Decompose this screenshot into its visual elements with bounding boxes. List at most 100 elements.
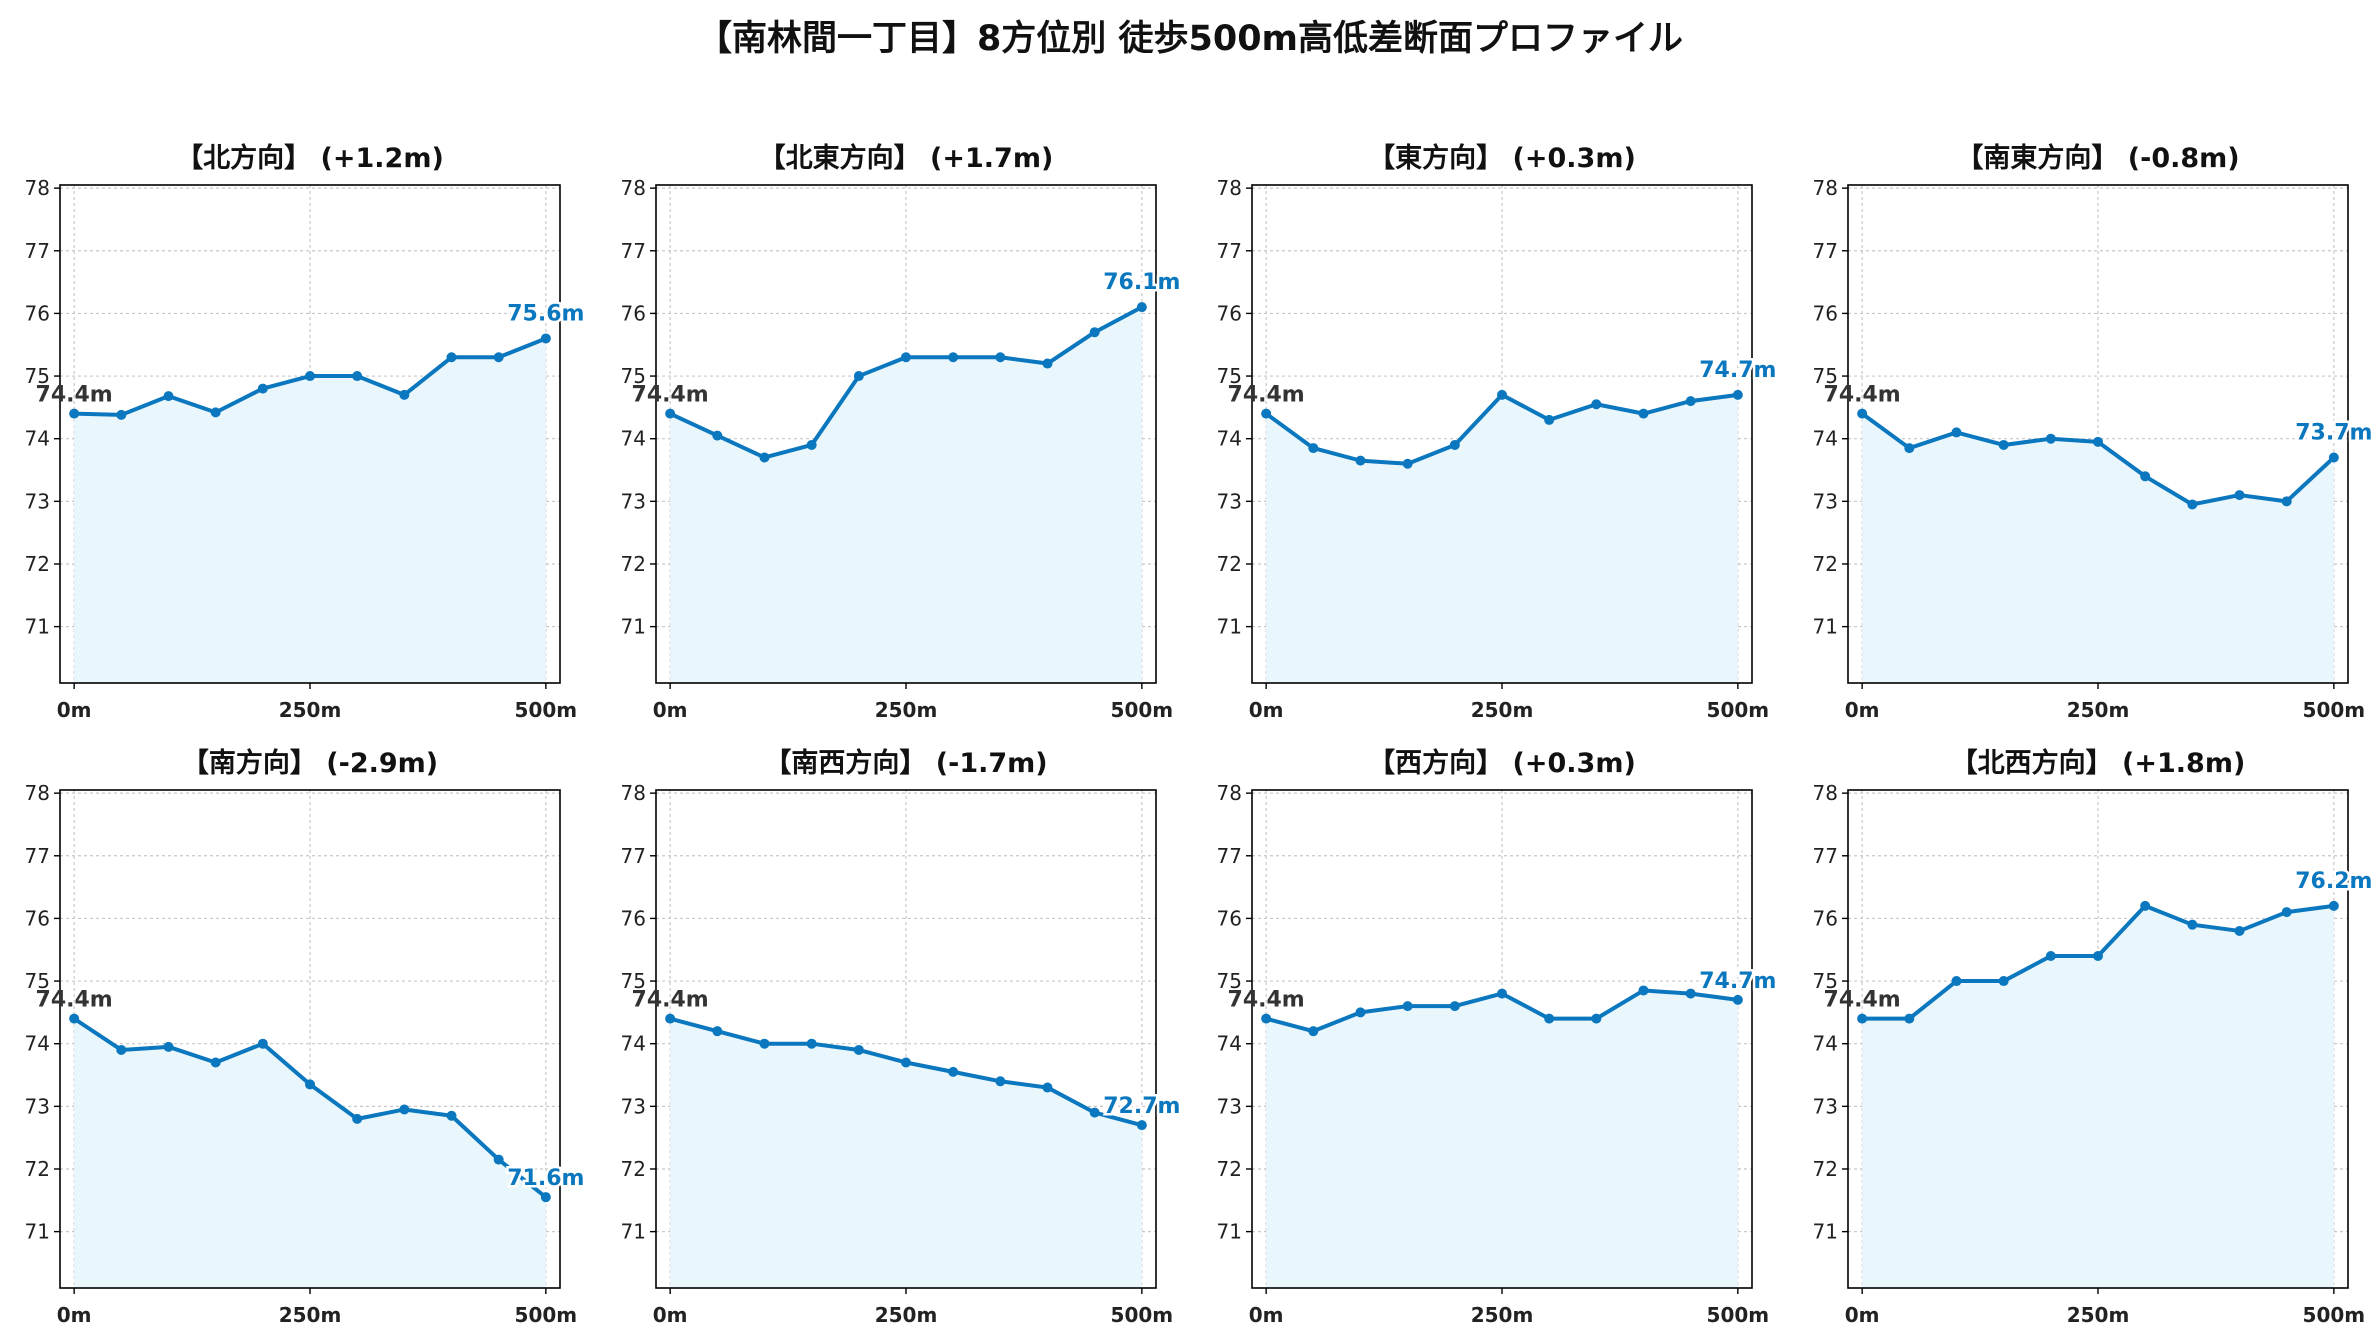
data-point (1402, 458, 1413, 469)
data-point (257, 383, 268, 394)
end-elevation-label: 76.2m (2295, 869, 2372, 894)
y-tick-label: 76 (1217, 301, 1242, 325)
y-tick-label: 75 (621, 969, 646, 993)
subplot-title: 【北東方向】 (+1.7m) (759, 142, 1054, 174)
data-point (1591, 399, 1602, 410)
y-tick-label: 73 (1217, 1094, 1242, 1118)
x-tick-label: 250m (875, 698, 938, 722)
y-tick-label: 71 (1813, 1220, 1838, 1244)
y-tick-label: 71 (621, 1220, 646, 1244)
data-point (901, 1057, 911, 1068)
area-fill (670, 307, 1142, 683)
data-point (305, 371, 315, 382)
y-tick-label: 74 (25, 1032, 50, 1056)
data-point (1042, 358, 1053, 369)
subplot-title: 【南東方向】 (-0.8m) (1956, 142, 2239, 174)
x-tick-label: 500m (2303, 1303, 2366, 1327)
start-elevation-label: 74.4m (632, 988, 709, 1013)
data-point (712, 1026, 723, 1037)
data-point (1136, 302, 1147, 313)
area-fill (1266, 394, 1738, 683)
data-point (1591, 1013, 1602, 1024)
x-tick-label: 0m (1845, 698, 1880, 722)
subplot-4: 71 72 73 74 75 76 77 78 0m 250m 500m 【南東方向】 (-0.8m)… (1813, 142, 2375, 722)
data-point (399, 1104, 410, 1115)
y-tick-label: 78 (1813, 781, 1838, 805)
x-tick-label: 0m (1249, 698, 1284, 722)
data-point (116, 409, 127, 420)
x-tick-label: 0m (653, 1303, 688, 1327)
data-point (1089, 1107, 1100, 1118)
x-tick-label: 250m (2067, 1303, 2130, 1327)
y-tick-label: 75 (1813, 364, 1838, 388)
y-tick-label: 71 (25, 1220, 50, 1244)
y-tick-label: 72 (1813, 1157, 1838, 1181)
data-point (2234, 925, 2245, 936)
data-point (806, 439, 817, 450)
data-point (446, 352, 457, 363)
y-tick-label: 73 (25, 489, 50, 513)
y-tick-label: 75 (25, 364, 50, 388)
data-point (352, 1113, 363, 1124)
data-point (446, 1110, 457, 1121)
y-tick-label: 74 (1813, 427, 1838, 451)
y-tick-label: 74 (1813, 1032, 1838, 1056)
x-tick-label: 250m (2067, 698, 2130, 722)
start-elevation-label: 74.4m (1228, 988, 1305, 1013)
start-elevation-label: 74.4m (1228, 383, 1305, 408)
data-point (1638, 408, 1649, 419)
data-point (1308, 1026, 1319, 1037)
data-point (1497, 389, 1507, 400)
data-point (2187, 919, 2198, 930)
y-tick-label: 76 (621, 906, 646, 930)
data-point (2234, 490, 2245, 501)
data-point (305, 1079, 315, 1090)
y-tick-label: 75 (621, 364, 646, 388)
data-point (1089, 327, 1100, 338)
y-tick-label: 71 (25, 615, 50, 639)
subplot-8: 71 72 73 74 75 76 77 78 0m 250m 500m 【北西方向】 (+1.8m)… (1813, 747, 2375, 1327)
y-tick-label: 74 (1217, 427, 1242, 451)
data-point (2093, 436, 2103, 447)
end-elevation-label: 74.7m (1699, 358, 1776, 383)
x-tick-label: 0m (653, 698, 688, 722)
y-tick-label: 77 (1217, 239, 1242, 263)
data-point (1497, 988, 1507, 999)
y-tick-label: 72 (621, 1157, 646, 1181)
y-tick-label: 76 (25, 906, 50, 930)
area-fill (74, 1018, 546, 1288)
y-tick-label: 76 (25, 301, 50, 325)
start-elevation-label: 74.4m (36, 383, 113, 408)
x-tick-label: 250m (875, 1303, 938, 1327)
y-tick-label: 74 (621, 1032, 646, 1056)
y-tick-label: 75 (1217, 969, 1242, 993)
y-tick-label: 78 (25, 781, 50, 805)
data-point (540, 333, 551, 344)
y-tick-label: 72 (1813, 552, 1838, 576)
subplot-title: 【北方向】 (+1.2m) (176, 142, 444, 174)
data-point (948, 1066, 959, 1077)
data-point (2328, 900, 2339, 911)
y-tick-label: 77 (621, 844, 646, 868)
data-point (1355, 455, 1366, 466)
data-point (853, 371, 864, 382)
y-tick-label: 73 (621, 489, 646, 513)
data-point (995, 352, 1006, 363)
data-point (1998, 976, 2009, 987)
data-point (1449, 1001, 1460, 1012)
y-tick-label: 71 (1217, 1220, 1242, 1244)
y-tick-label: 77 (1217, 844, 1242, 868)
y-tick-label: 78 (621, 176, 646, 200)
subplot-7: 71 72 73 74 75 76 77 78 0m 250m 500m 【西方向】 (+0.3m) 7… (1217, 747, 1779, 1327)
area-fill (1266, 990, 1738, 1288)
y-tick-label: 78 (25, 176, 50, 200)
data-point (163, 1041, 174, 1052)
y-tick-label: 75 (1813, 969, 1838, 993)
data-point (2045, 951, 2056, 961)
data-point (759, 452, 770, 463)
start-elevation-label: 74.4m (1824, 988, 1901, 1013)
x-tick-label: 500m (1111, 698, 1174, 722)
data-point (116, 1044, 127, 1055)
x-tick-label: 0m (1249, 1303, 1284, 1327)
